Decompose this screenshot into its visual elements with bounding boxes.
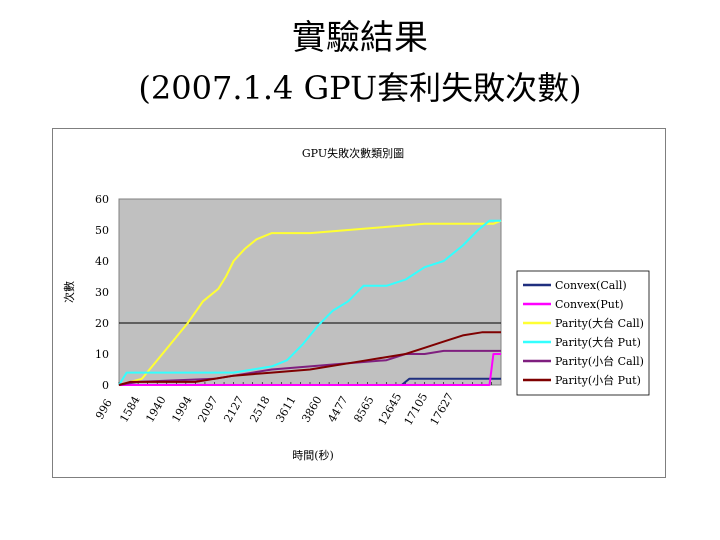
series-line-2 [119,353,501,386]
x-tick-label: 2097 [195,394,220,425]
x-tick-label: 996 [93,397,115,422]
x-tick-label: 1994 [169,394,194,425]
legend-label: Convex(Put) [555,298,624,311]
x-tick-label: 17105 [402,391,431,428]
x-tick-label: 12645 [376,391,405,428]
x-tick-label: 17627 [428,391,457,428]
x-axis-label: 時間(秒) [292,448,334,462]
y-tick-label: 20 [95,317,109,330]
y-tick-label: 10 [95,348,109,361]
y-tick-label: 40 [95,255,109,268]
x-tick-label: 3611 [273,394,298,425]
legend-label: Convex(Call) [555,279,627,292]
x-tick-label: 4477 [325,394,350,425]
y-tick-label: 50 [95,224,109,237]
y-axis-label: 次數 [62,281,76,303]
y-tick-label: 60 [95,193,109,206]
legend-label: Parity(小台 Call) [555,354,644,368]
plot-area [118,198,502,386]
series-line-4 [118,219,501,386]
x-tick-label: 2518 [247,394,272,425]
series-line-6 [118,331,501,386]
slide-subtitle: (2007.1.4 GPU套利失敗次數) [138,69,582,107]
y-tick-label: 0 [102,379,109,392]
x-tick-label: 8565 [351,394,376,425]
line-chart: 0 10 20 30 40 50 60 996 1584 1940 1994 2097 2127 251… [62,146,650,462]
series-line-3 [118,219,502,386]
chart-title: GPU失敗次數類別圖 [302,146,404,160]
slide-title: 實驗結果 [292,18,428,58]
x-tick-label: 1940 [143,394,168,425]
chart-container: 0 10 20 30 40 50 60 996 1584 1940 1994 2097 2127 251… [52,128,666,478]
legend-label: Parity(大台 Call) [555,316,644,330]
x-tick-label: 2127 [221,394,246,425]
legend-label: Parity(小台 Put) [555,373,641,387]
x-tick-label: 3860 [299,394,324,425]
y-tick-label: 30 [95,286,109,299]
legend-label: Parity(大台 Put) [555,335,641,349]
legend-box [516,270,650,396]
x-tick-label: 1584 [117,394,142,425]
